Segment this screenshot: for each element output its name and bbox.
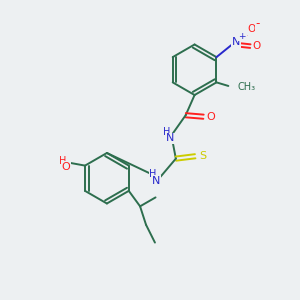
Text: N: N: [166, 134, 174, 143]
Text: H: H: [163, 127, 170, 137]
Text: O: O: [61, 162, 70, 172]
Text: +: +: [238, 32, 246, 41]
Text: H: H: [59, 156, 66, 166]
Text: O: O: [252, 41, 260, 51]
Text: S: S: [199, 151, 206, 160]
Text: O: O: [248, 24, 256, 34]
Text: O: O: [207, 112, 215, 122]
Text: CH₃: CH₃: [238, 82, 256, 92]
Text: N: N: [232, 37, 240, 47]
Text: H: H: [149, 169, 157, 179]
Text: N: N: [152, 176, 161, 186]
Text: -: -: [256, 17, 260, 30]
